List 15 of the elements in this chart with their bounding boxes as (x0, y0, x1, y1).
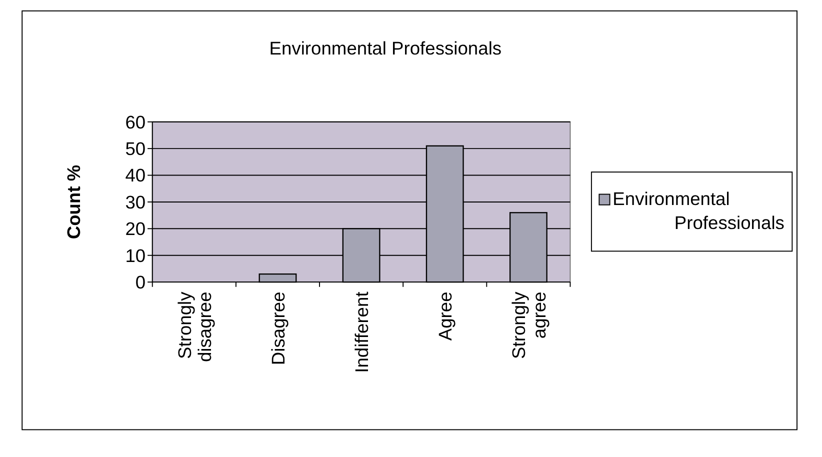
x-tick-label: Agree (434, 292, 456, 341)
chart-title: Environmental Professionals (269, 37, 502, 58)
x-tick-label: Strongly disagree (174, 290, 216, 362)
y-axis-title: Count % (63, 164, 84, 240)
y-tick-label: 30 (125, 191, 146, 212)
x-tick-label: Strongly agree (508, 290, 550, 359)
y-tick-label: 50 (125, 138, 146, 159)
y-tick-label: 0 (135, 271, 146, 292)
x-tick-label: Indifferent (351, 292, 372, 373)
y-tick-label: 60 (125, 111, 146, 132)
y-tick-label: 20 (125, 218, 146, 240)
y-tick-label: 40 (125, 164, 146, 186)
y-tick-label: 10 (125, 244, 146, 266)
x-tick-label: Disagree (267, 292, 288, 366)
legend-label: Environmental Professionals (612, 188, 784, 233)
